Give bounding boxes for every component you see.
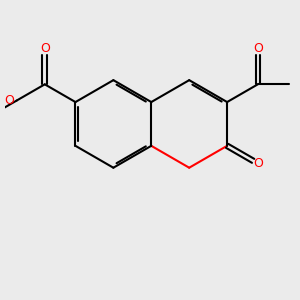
Text: O: O (4, 94, 14, 107)
Text: O: O (253, 157, 263, 170)
Text: O: O (253, 42, 263, 55)
Text: O: O (40, 42, 50, 55)
